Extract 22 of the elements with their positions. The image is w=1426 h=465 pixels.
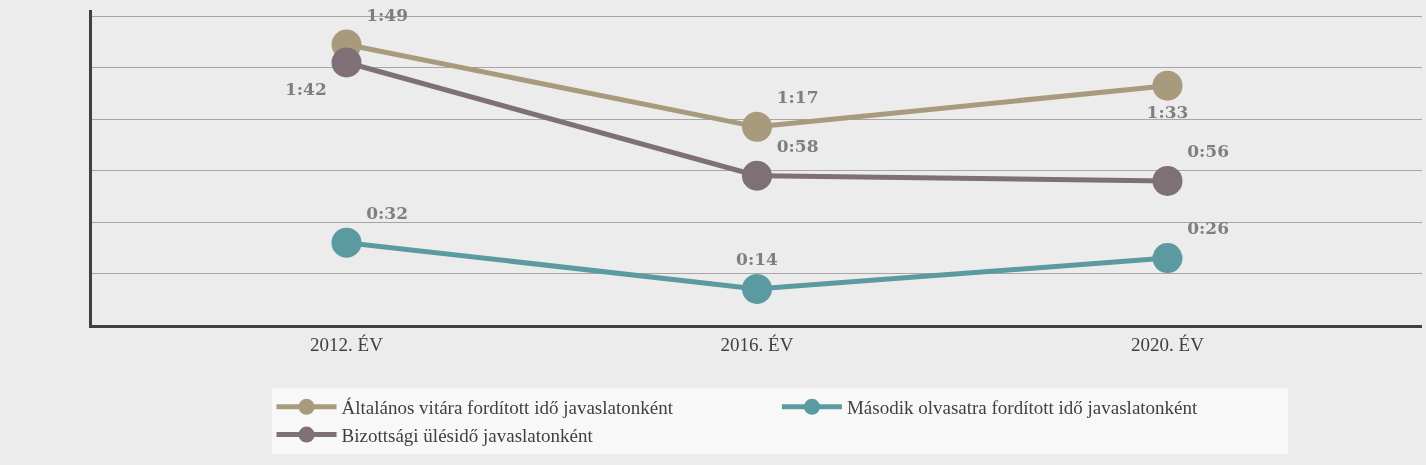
data-label: 1:33 xyxy=(1146,102,1189,123)
data-label: 1:17 xyxy=(776,86,819,107)
data-label: 0:32 xyxy=(366,202,409,223)
legend-label: Második olvasatra fordított idő javaslatonként xyxy=(846,397,1199,419)
x-tick-label: 2020. ÉV xyxy=(1131,333,1205,355)
legend-label: Bizottsági ülésidő javaslatonként xyxy=(341,424,594,446)
data-label: 0:14 xyxy=(736,248,779,269)
data-label: 0:58 xyxy=(776,135,819,156)
legend-label: Általános vitára fordított idő javaslatonként xyxy=(341,397,674,419)
point xyxy=(1152,165,1183,196)
point xyxy=(331,47,362,78)
x-tick-label: 2016. ÉV xyxy=(720,333,794,355)
data-label: 0:26 xyxy=(1187,218,1230,239)
x-tick-label: 2012. ÉV xyxy=(310,333,384,355)
data-label: 0:56 xyxy=(1187,140,1230,161)
data-label: 1:42 xyxy=(284,79,327,100)
point xyxy=(1152,70,1183,101)
point xyxy=(1152,243,1183,274)
point xyxy=(742,273,772,304)
point xyxy=(742,160,772,191)
point xyxy=(331,227,362,258)
point xyxy=(742,111,772,142)
